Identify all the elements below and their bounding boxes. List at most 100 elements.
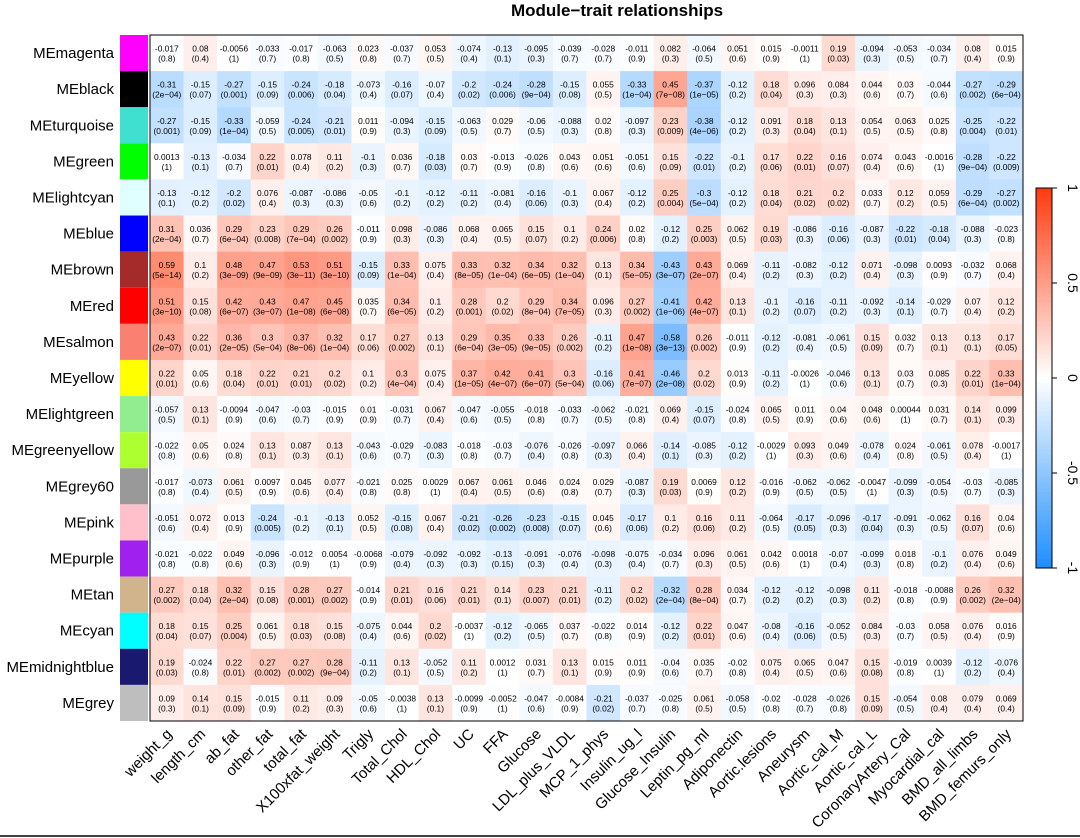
heatmap-cell [217, 215, 252, 252]
heatmap-cell [519, 143, 554, 180]
heatmap-cell [888, 468, 923, 505]
cell-correlation: -0.08 [762, 621, 781, 631]
color-legend: -1-0.500.51 [1035, 184, 1080, 574]
heatmap-cell [452, 287, 487, 325]
heatmap-cell [250, 468, 285, 505]
cell-pvalue: (0.6) [192, 451, 209, 461]
cell-pvalue: (2e−08) [656, 379, 685, 389]
cell-pvalue: (0.2) [662, 631, 679, 641]
cell-correlation: 0.12 [998, 296, 1015, 306]
cell-pvalue: (9e−09) [253, 270, 282, 280]
heatmap-cell [653, 287, 688, 325]
cell-correlation: -0.12 [762, 585, 781, 595]
heatmap-cell [855, 359, 889, 397]
cell-correlation: 0.15 [864, 657, 881, 667]
cell-pvalue: (0.4) [662, 415, 679, 425]
heatmap-cell [250, 287, 285, 325]
cell-correlation: -0.063 [457, 116, 481, 126]
cell-correlation: -0.046 [826, 369, 850, 379]
cell-correlation: -0.011 [357, 224, 380, 234]
heatmap-cell [452, 648, 487, 686]
cell-correlation: 0.0097 [255, 477, 281, 487]
heatmap-cell [452, 143, 487, 180]
cell-correlation: 0.36 [226, 332, 243, 342]
cell-correlation: -0.098 [826, 585, 850, 595]
heatmap-cell [687, 504, 722, 541]
cell-correlation: 0.0013 [154, 152, 180, 162]
heatmap-cell [653, 107, 688, 144]
cell-pvalue: (0.8) [662, 703, 679, 713]
heatmap-cell [620, 540, 654, 577]
cell-pvalue: (0.6) [595, 523, 612, 533]
heatmap-cell [519, 504, 554, 541]
heatmap-cell [955, 576, 990, 613]
cell-pvalue: (0.4) [863, 162, 880, 172]
cell-pvalue: (0.6) [662, 667, 679, 677]
heatmap-cell [519, 359, 554, 397]
legend-gradient-step [1036, 482, 1052, 488]
cell-pvalue: (0.03) [659, 487, 681, 497]
cell-correlation: 0.25 [226, 621, 243, 631]
cell-pvalue: (0.7) [259, 54, 276, 64]
heatmap-cell [485, 251, 520, 289]
cell-pvalue: (0.2) [729, 162, 746, 172]
cell-pvalue: (0.6) [830, 667, 847, 677]
cell-pvalue: (2e−07) [689, 270, 718, 280]
cell-pvalue: (0.3) [528, 54, 545, 64]
heatmap-cell [620, 576, 654, 613]
cell-correlation: 0.32 [562, 260, 579, 270]
heatmap-cell [485, 179, 520, 216]
row-swatch [120, 35, 148, 72]
legend-gradient-step [1036, 249, 1052, 255]
cell-correlation: -0.051 [625, 152, 649, 162]
heatmap-cell [250, 432, 285, 469]
cell-pvalue: (0.2) [393, 198, 410, 208]
cell-correlation: -0.081 [793, 332, 817, 342]
cell-correlation: 0.53 [293, 260, 310, 270]
heatmap-cell [653, 396, 688, 433]
cell-correlation: 0.067 [425, 513, 446, 523]
legend-gradient-step [1036, 392, 1052, 398]
cell-pvalue: (0.1) [259, 451, 276, 461]
heatmap-cell [888, 396, 923, 433]
cell-correlation: 0.14 [964, 405, 981, 415]
cell-pvalue: (0.01) [559, 595, 581, 605]
heatmap-cell [183, 576, 218, 613]
cell-correlation: 0.062 [727, 224, 748, 234]
cell-pvalue: (0.3) [595, 306, 612, 316]
heatmap-cell [754, 71, 789, 108]
heatmap-cell [855, 35, 889, 72]
cell-pvalue: (0.3) [595, 559, 612, 569]
cell-pvalue: (7e−05) [555, 306, 584, 316]
heatmap-cell [250, 323, 285, 361]
cell-pvalue: (0.7) [561, 631, 578, 641]
cell-pvalue: (6e−04) [219, 234, 248, 244]
cell-correlation: -0.092 [860, 296, 884, 306]
cell-correlation: 0.011 [795, 405, 816, 415]
heatmap-cell [317, 396, 352, 433]
cell-pvalue: (0.5) [729, 703, 746, 713]
heatmap-cell [620, 143, 654, 180]
cell-pvalue: (0.7) [897, 90, 914, 100]
cell-correlation: 0.035 [358, 296, 379, 306]
cell-correlation: -0.024 [726, 405, 750, 415]
cell-pvalue: (0.3) [695, 451, 712, 461]
heatmap-cell [989, 215, 1024, 252]
cell-correlation: 0.067 [458, 477, 479, 487]
cell-pvalue: (0.4) [930, 703, 947, 713]
cell-correlation: -0.086 [323, 188, 347, 198]
cell-correlation: 0.22 [259, 369, 276, 379]
heatmap-cell [787, 323, 822, 361]
cell-correlation: 0.13 [964, 332, 981, 342]
legend-gradient-step [1036, 340, 1052, 346]
heatmap-cell [519, 612, 554, 650]
heatmap-cell [183, 35, 218, 72]
cell-pvalue: (0.4) [628, 559, 645, 569]
heatmap-cell [955, 540, 990, 577]
cell-correlation: -0.46 [661, 369, 680, 379]
cell-correlation: -0.15 [426, 116, 445, 126]
cell-pvalue: (0.1) [158, 198, 175, 208]
cell-pvalue: (0.3) [863, 306, 880, 316]
cell-correlation: -0.2 [227, 188, 242, 198]
cell-correlation: 0.061 [727, 549, 748, 559]
